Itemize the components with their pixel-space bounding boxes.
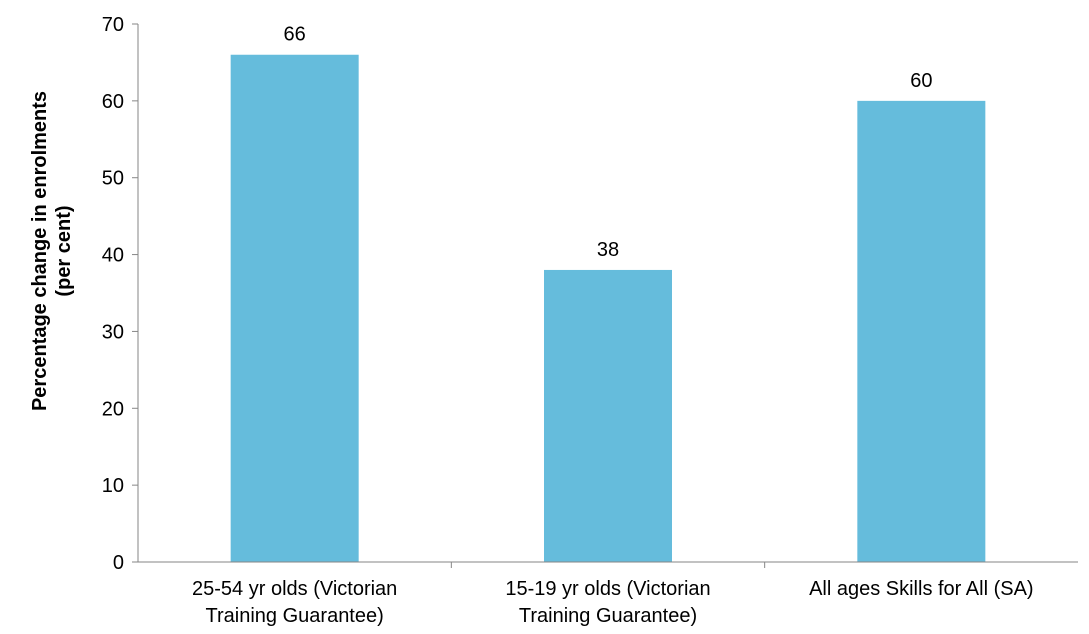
data-labels: 66 38 60 <box>284 24 933 261</box>
x-category-label: All ages Skills for All (SA) <box>809 578 1034 600</box>
y-tick-label: 50 <box>102 168 124 190</box>
data-label: 60 <box>910 70 932 92</box>
x-category-label: Training Guarantee) <box>519 605 697 627</box>
bars <box>230 54 986 562</box>
y-tick-label: 10 <box>102 475 124 497</box>
y-tick-label: 40 <box>102 245 124 267</box>
bar <box>857 100 986 562</box>
y-axis-ticks: 0 10 20 30 40 50 60 70 <box>102 14 138 574</box>
y-tick-label: 0 <box>113 552 124 574</box>
y-axis-title-line-1: Percentage change in enrolments <box>29 91 51 411</box>
category-labels: 25-54 yr olds (Victorian Training Guarant… <box>192 562 1034 627</box>
data-label: 38 <box>597 239 619 261</box>
y-axis-title: Percentage change in enrolments (per cen… <box>29 91 75 411</box>
data-label: 66 <box>284 24 306 46</box>
bar <box>230 54 359 562</box>
y-tick-label: 20 <box>102 398 124 420</box>
y-axis-title-line-2: (per cent) <box>53 205 75 296</box>
y-tick-label: 30 <box>102 321 124 343</box>
x-category-label: 15-19 yr olds (Victorian <box>505 578 710 600</box>
y-tick-label: 70 <box>102 14 124 36</box>
axes <box>137 24 1078 563</box>
x-category-label: Training Guarantee) <box>206 605 384 627</box>
x-category-label: 25-54 yr olds (Victorian <box>192 578 397 600</box>
y-tick-label: 60 <box>102 91 124 113</box>
bar <box>544 269 672 562</box>
